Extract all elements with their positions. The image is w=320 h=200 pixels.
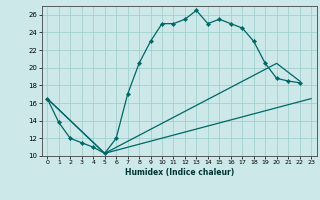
X-axis label: Humidex (Indice chaleur): Humidex (Indice chaleur)	[124, 168, 234, 177]
